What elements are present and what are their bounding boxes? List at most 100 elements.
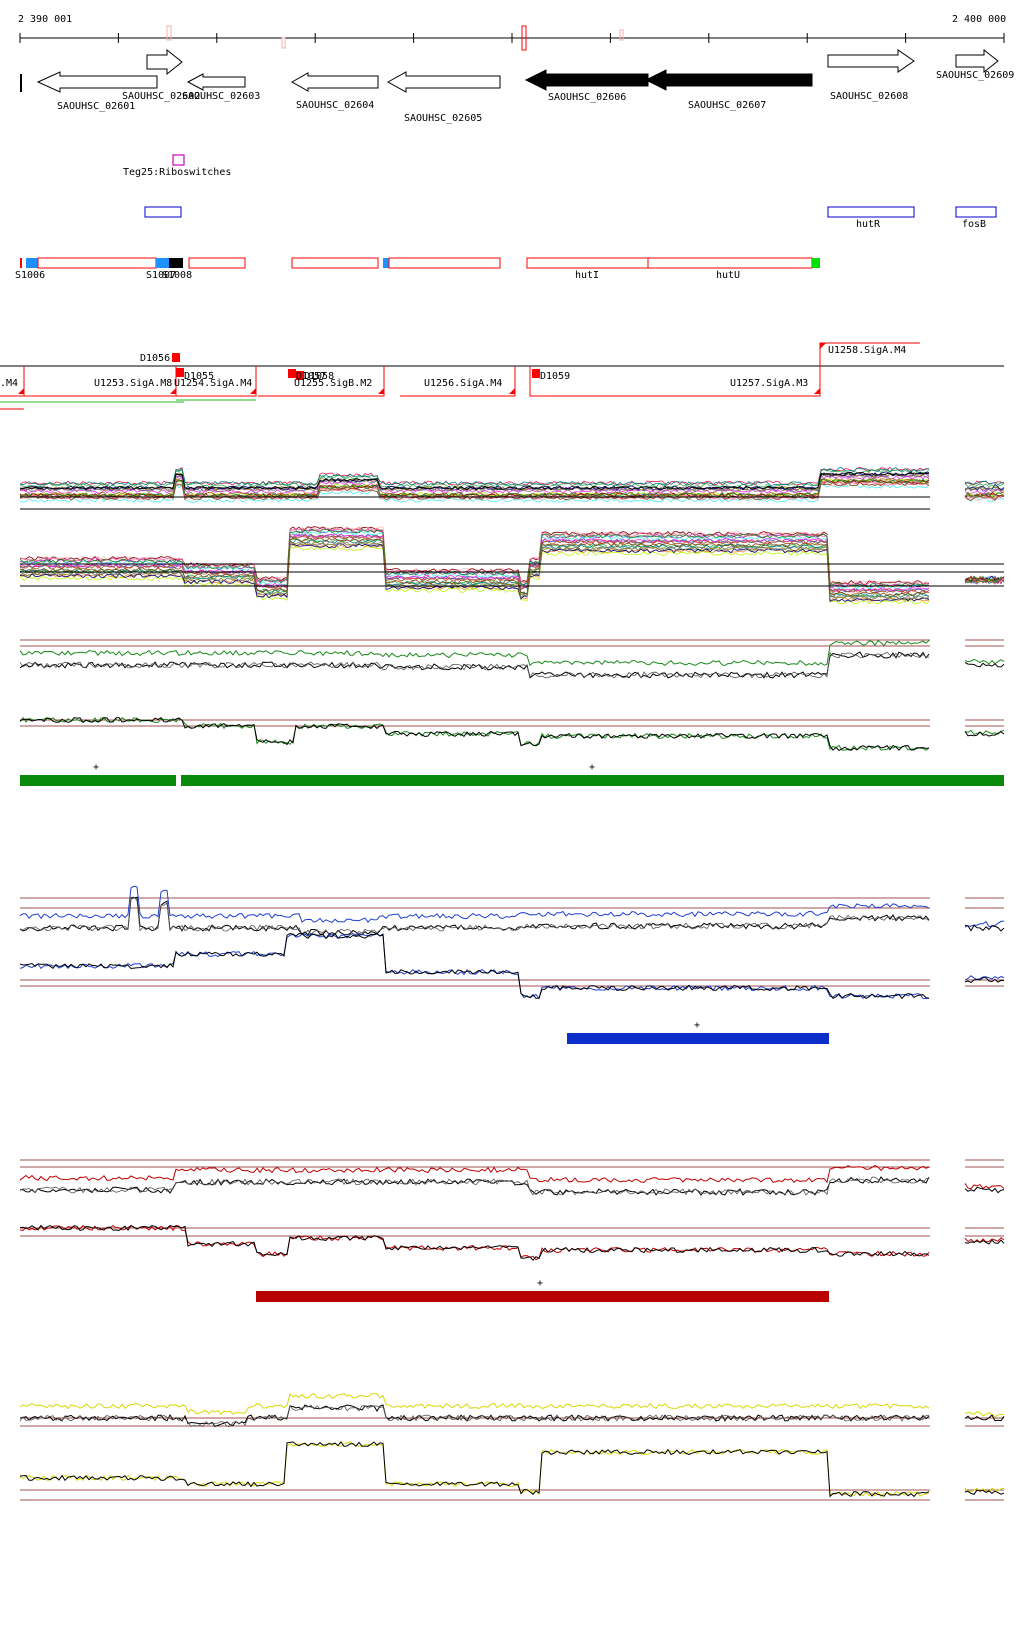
segment-S1008[interactable] <box>169 258 183 268</box>
expression-line <box>19 478 930 498</box>
gene-SAOUHSC_02603[interactable]: SAOUHSC_02603 <box>182 73 260 102</box>
rfam-feature[interactable] <box>172 154 185 166</box>
gene-SAOUHSC_02607[interactable]: SAOUHSC_02607 <box>644 69 813 111</box>
tu-label-U1257: U1257.SigA.M3 <box>730 378 808 389</box>
expression-line <box>19 467 930 487</box>
tu-label-U1256: U1256.SigA.M4 <box>424 378 502 389</box>
promoter-label-D1056: D1056 <box>140 353 170 364</box>
green-expression-line <box>964 729 1005 735</box>
expression-line <box>19 474 930 494</box>
segment-hutU[interactable] <box>647 257 813 269</box>
expression-line <box>19 537 930 597</box>
segment-hutI[interactable] <box>526 257 649 269</box>
yellow-expression-line <box>19 1441 930 1498</box>
expression-line <box>964 488 1005 495</box>
green-expression-line <box>964 731 1005 737</box>
condition-bar-label: + <box>537 1278 543 1289</box>
rfam-label: Teg25:Riboswitches <box>123 167 231 178</box>
red-expression-line <box>964 1237 1005 1244</box>
yellow-expression-line <box>19 1404 930 1428</box>
red-expression-line <box>964 1186 1005 1194</box>
expression-line <box>19 530 930 590</box>
condition-bars: + + + + <box>20 762 1004 1302</box>
red-expression-line <box>19 1176 930 1196</box>
condition-bar-label: + <box>694 1020 700 1031</box>
gene-track: SAOUHSC_02601 SAOUHSC_02602 SAOUHSC_0260… <box>20 48 1014 124</box>
gene-label-02602: SAOUHSC_02602 <box>122 91 200 102</box>
segment-S1006[interactable] <box>26 258 38 268</box>
expression-line <box>19 534 930 594</box>
condition-bar-red[interactable] <box>256 1291 829 1302</box>
promoter-label-D1059: D1059 <box>540 371 570 382</box>
red-expression-line <box>19 1224 930 1261</box>
promoter-D1058[interactable] <box>296 371 304 380</box>
segment-label-S1008: S1008 <box>162 270 192 281</box>
expression-line <box>20 483 930 503</box>
red-expression-line <box>19 1224 930 1261</box>
expression-tracks <box>19 466 1005 1501</box>
segment-track: S1006 S1007 S1008 hutI hutU <box>15 257 820 281</box>
operon-box[interactable] <box>144 206 182 218</box>
gene-SAOUHSC_02604[interactable]: SAOUHSC_02604 <box>290 72 379 111</box>
promoter-D1057[interactable] <box>288 369 296 378</box>
blue-expression-line <box>964 975 1005 981</box>
operon-fosB[interactable] <box>955 206 997 218</box>
transcription-track: D1056 D1055 D1057 D1058 D1059 .M4 U1253.… <box>0 342 1004 410</box>
gene-SAOUHSC_02609[interactable]: SAOUHSC_02609 <box>936 48 1014 81</box>
yellow-expression-line <box>964 1487 1005 1493</box>
promoter-D1056[interactable] <box>172 353 180 362</box>
expression-line <box>19 528 930 588</box>
gene-label-02609: SAOUHSC_02609 <box>936 70 1014 81</box>
blue-expression-line <box>964 924 1005 932</box>
gene-label-02606: SAOUHSC_02606 <box>548 92 626 103</box>
red-expression-line <box>964 1239 1005 1245</box>
gene-label-02607: SAOUHSC_02607 <box>688 100 766 111</box>
expression-line <box>964 575 1005 583</box>
expression-line <box>964 486 1005 492</box>
segment-label-hutI: hutI <box>575 270 599 281</box>
gene-SAOUHSC_02605[interactable]: SAOUHSC_02605 <box>386 71 501 124</box>
coordinate-ruler: 2 390 001 2 400 000 <box>18 14 1006 51</box>
segment-label-S1007: S1007 <box>146 270 176 281</box>
expression-line <box>19 468 930 488</box>
condition-bar-label: + <box>589 762 595 773</box>
gene-SAOUHSC_02601[interactable]: SAOUHSC_02601 <box>36 71 158 112</box>
red-expression-line <box>964 1183 1005 1190</box>
condition-bar-green-1[interactable] <box>20 775 176 786</box>
tu-label-U1254: U1254.SigA.M4 <box>174 378 252 389</box>
promoter-label-D1055: D1055 <box>184 371 214 382</box>
gene-label-02605: SAOUHSC_02605 <box>404 113 482 124</box>
condition-bar-blue[interactable] <box>567 1033 829 1044</box>
operon-hutR[interactable] <box>827 206 915 218</box>
promoter-D1059[interactable] <box>532 369 540 378</box>
expression-line <box>19 539 930 598</box>
gene-label-02603: SAOUHSC_02603 <box>182 91 260 102</box>
blue-expression-line <box>19 932 930 1000</box>
gene-SAOUHSC_02602[interactable]: SAOUHSC_02602 <box>122 48 200 102</box>
ruler-start-label: 2 390 001 <box>18 14 72 25</box>
tu-label-U1258: U1258.SigA.M4 <box>828 345 906 356</box>
gene-label-02604: SAOUHSC_02604 <box>296 100 374 111</box>
yellow-expression-line <box>964 1414 1005 1422</box>
yellow-expression-line <box>20 1404 930 1427</box>
promoter-D1055[interactable] <box>176 368 184 377</box>
gene-label-02601: SAOUHSC_02601 <box>57 101 135 112</box>
blue-expression-line <box>19 896 930 936</box>
operon-label-fosB: fosB <box>962 219 986 230</box>
promoter-label-D1058: D1058 <box>304 371 334 382</box>
gene-SAOUHSC_02606[interactable]: SAOUHSC_02606 <box>524 69 649 103</box>
expression-line <box>964 491 1005 498</box>
rfam-track: Teg25:Riboswitches <box>123 154 231 178</box>
gene-label-02608: SAOUHSC_02608 <box>830 91 908 102</box>
expression-line <box>964 575 1005 584</box>
condition-bar-green-2[interactable] <box>181 775 1004 786</box>
expression-line <box>964 483 1005 492</box>
expression-line <box>19 471 930 491</box>
green-expression-line <box>964 661 1005 668</box>
gene-SAOUHSC_02608[interactable]: SAOUHSC_02608 <box>827 49 915 102</box>
green-expression-line <box>19 651 930 679</box>
segment-label-S1006: S1006 <box>15 270 45 281</box>
segment-S1007[interactable] <box>156 258 169 268</box>
expression-line <box>19 526 930 586</box>
